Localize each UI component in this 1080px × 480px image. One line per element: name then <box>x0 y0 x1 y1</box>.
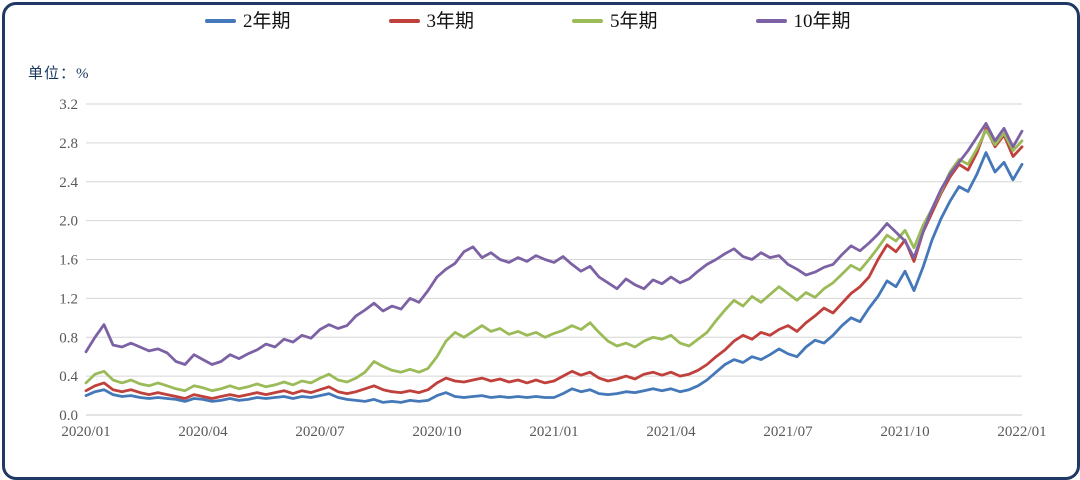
x-tick-label: 2020/07 <box>295 424 345 440</box>
legend-item-2年期: 2年期 <box>205 12 291 31</box>
unit-label: 单位：% <box>28 66 90 82</box>
x-tick-label: 2021/04 <box>646 424 696 440</box>
x-tick-label: 2021/10 <box>880 424 929 440</box>
y-tick-label: 0.0 <box>59 408 78 424</box>
legend-label: 2年期 <box>243 10 291 32</box>
legend-item-3年期: 3年期 <box>388 10 475 32</box>
x-tick-label: 2020/01 <box>61 424 110 440</box>
legend-item-5年期: 5年期 <box>572 12 658 31</box>
x-tick-label: 2020/10 <box>412 424 461 440</box>
x-tick-label: 2021/07 <box>763 424 813 440</box>
series-line-5年期 <box>84 128 1024 393</box>
y-tick-label: 0.4 <box>59 369 78 385</box>
legend-line-swatch-icon <box>755 19 787 23</box>
series-line-10年期 <box>84 122 1024 366</box>
legend-label: 5年期 <box>610 10 658 32</box>
y-tick-label: 2.0 <box>59 214 78 230</box>
legend-line-swatch-icon <box>205 19 236 23</box>
y-tick-label: 1.6 <box>59 253 78 269</box>
legend-line-swatch-icon <box>388 19 420 23</box>
series-line-2年期 <box>84 151 1024 404</box>
legend: 2年期 3年期 5年期 10年期 <box>205 8 851 34</box>
x-tick-label: 2021/01 <box>529 424 578 440</box>
x-tick-label: 2020/04 <box>178 424 228 440</box>
legend-item-10年期: 10年期 <box>755 10 851 32</box>
y-tick-label: 0.8 <box>59 330 78 346</box>
legend-label: 10年期 <box>793 10 851 32</box>
x-tick-label: 2022/01 <box>997 424 1046 440</box>
y-tick-label: 2.4 <box>59 175 78 191</box>
y-tick-label: 1.2 <box>59 291 78 307</box>
legend-line-swatch-icon <box>572 19 604 23</box>
y-tick-label: 2.8 <box>59 136 78 152</box>
series-line-3年期 <box>84 126 1024 400</box>
legend-label: 3年期 <box>426 10 475 32</box>
y-tick-label: 3.2 <box>59 97 78 113</box>
